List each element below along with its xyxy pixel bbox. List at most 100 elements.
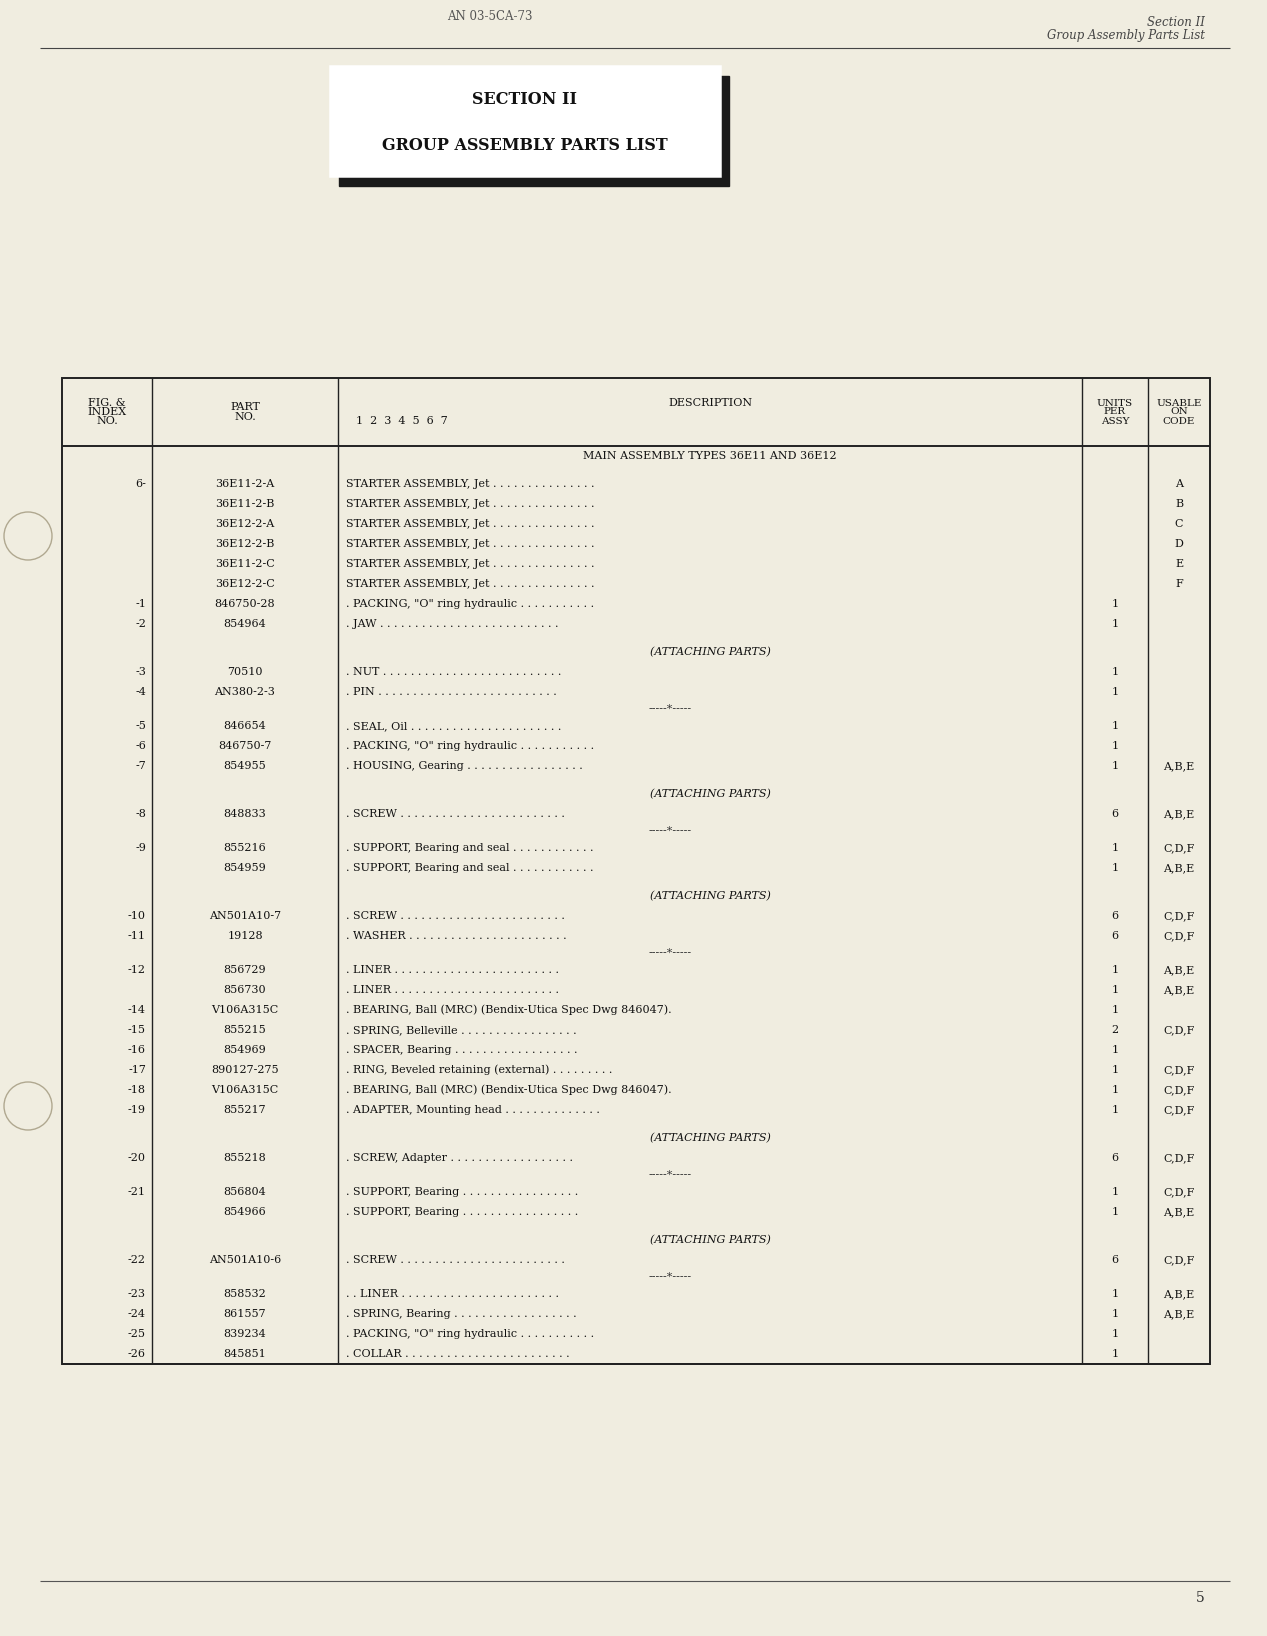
Text: C,D,F: C,D,F (1163, 931, 1195, 941)
Text: . LINER . . . . . . . . . . . . . . . . . . . . . . . .: . LINER . . . . . . . . . . . . . . . . … (346, 965, 559, 975)
Text: 854969: 854969 (223, 1045, 266, 1055)
Text: 6: 6 (1111, 808, 1119, 820)
Text: 858532: 858532 (223, 1289, 266, 1299)
Text: V106A315C: V106A315C (212, 1085, 279, 1094)
Text: . SEAL, Oil . . . . . . . . . . . . . . . . . . . . . .: . SEAL, Oil . . . . . . . . . . . . . . … (346, 721, 561, 731)
Text: 856729: 856729 (224, 965, 266, 975)
Text: . PACKING, "O" ring hydraulic . . . . . . . . . . .: . PACKING, "O" ring hydraulic . . . . . … (346, 1328, 594, 1338)
Text: A,B,E: A,B,E (1163, 1289, 1195, 1299)
Text: . NUT . . . . . . . . . . . . . . . . . . . . . . . . . .: . NUT . . . . . . . . . . . . . . . . . … (346, 667, 561, 677)
Bar (340, 75, 729, 187)
Text: A,B,E: A,B,E (1163, 808, 1195, 820)
Text: 861557: 861557 (224, 1309, 266, 1319)
Text: -26: -26 (128, 1350, 146, 1360)
Text: . BEARING, Ball (MRC) (Bendix-Utica Spec Dwg 846047).: . BEARING, Ball (MRC) (Bendix-Utica Spec… (346, 1085, 672, 1094)
Text: PART: PART (231, 402, 260, 412)
Text: 1: 1 (1111, 687, 1119, 697)
Text: F: F (1175, 579, 1183, 589)
Text: . SUPPORT, Bearing . . . . . . . . . . . . . . . . .: . SUPPORT, Bearing . . . . . . . . . . .… (346, 1207, 578, 1217)
Circle shape (4, 512, 52, 560)
Text: -24: -24 (128, 1309, 146, 1319)
Text: 1: 1 (1111, 741, 1119, 751)
Text: C,D,F: C,D,F (1163, 911, 1195, 921)
Text: -20: -20 (128, 1153, 146, 1163)
Text: 855215: 855215 (223, 1026, 266, 1036)
Text: -7: -7 (136, 761, 146, 771)
Text: -23: -23 (128, 1289, 146, 1299)
Text: 839234: 839234 (223, 1328, 266, 1338)
Text: ON: ON (1171, 407, 1188, 417)
Text: 1: 1 (1111, 721, 1119, 731)
Text: A,B,E: A,B,E (1163, 1309, 1195, 1319)
Text: 1: 1 (1111, 1188, 1119, 1198)
Text: NO.: NO. (96, 416, 118, 425)
Text: . SUPPORT, Bearing and seal . . . . . . . . . . . .: . SUPPORT, Bearing and seal . . . . . . … (346, 864, 593, 874)
Text: -11: -11 (128, 931, 146, 941)
Text: . PACKING, "O" ring hydraulic . . . . . . . . . . .: . PACKING, "O" ring hydraulic . . . . . … (346, 599, 594, 609)
Text: (ATTACHING PARTS): (ATTACHING PARTS) (650, 1132, 770, 1144)
Text: -18: -18 (128, 1085, 146, 1094)
Text: V106A315C: V106A315C (212, 1005, 279, 1014)
Text: STARTER ASSEMBLY, Jet . . . . . . . . . . . . . . .: STARTER ASSEMBLY, Jet . . . . . . . . . … (346, 519, 594, 528)
Text: USABLE: USABLE (1157, 399, 1201, 407)
Text: . SUPPORT, Bearing . . . . . . . . . . . . . . . . .: . SUPPORT, Bearing . . . . . . . . . . .… (346, 1188, 578, 1198)
Text: Section II: Section II (1147, 16, 1205, 29)
Text: 1: 1 (1111, 1350, 1119, 1360)
Text: 6-: 6- (136, 479, 146, 489)
Text: A,B,E: A,B,E (1163, 761, 1195, 771)
Text: -16: -16 (128, 1045, 146, 1055)
Text: . SCREW, Adapter . . . . . . . . . . . . . . . . . .: . SCREW, Adapter . . . . . . . . . . . .… (346, 1153, 573, 1163)
Text: C,D,F: C,D,F (1163, 1085, 1195, 1094)
Text: (ATTACHING PARTS): (ATTACHING PARTS) (650, 1235, 770, 1245)
Text: 6: 6 (1111, 1153, 1119, 1163)
Text: -25: -25 (128, 1328, 146, 1338)
Text: A,B,E: A,B,E (1163, 864, 1195, 874)
Text: -17: -17 (128, 1065, 146, 1075)
Text: A: A (1175, 479, 1183, 489)
Text: -19: -19 (128, 1104, 146, 1116)
Text: A,B,E: A,B,E (1163, 1207, 1195, 1217)
Text: D: D (1175, 538, 1183, 550)
Text: 846654: 846654 (223, 721, 266, 731)
Text: STARTER ASSEMBLY, Jet . . . . . . . . . . . . . . .: STARTER ASSEMBLY, Jet . . . . . . . . . … (346, 579, 594, 589)
Text: 2: 2 (1111, 1026, 1119, 1036)
Text: -12: -12 (128, 965, 146, 975)
Text: UNITS: UNITS (1097, 399, 1133, 407)
Text: Group Assembly Parts List: Group Assembly Parts List (1047, 29, 1205, 43)
Text: 890127-275: 890127-275 (212, 1065, 279, 1075)
Text: STARTER ASSEMBLY, Jet . . . . . . . . . . . . . . .: STARTER ASSEMBLY, Jet . . . . . . . . . … (346, 538, 594, 550)
Text: FIG. &: FIG. & (89, 398, 125, 407)
Text: 36E12-2-A: 36E12-2-A (215, 519, 275, 528)
Text: . SCREW . . . . . . . . . . . . . . . . . . . . . . . .: . SCREW . . . . . . . . . . . . . . . . … (346, 808, 565, 820)
Text: . ADAPTER, Mounting head . . . . . . . . . . . . . .: . ADAPTER, Mounting head . . . . . . . .… (346, 1104, 599, 1116)
Text: -----*-----: -----*----- (649, 1170, 692, 1180)
Text: -9: -9 (136, 843, 146, 852)
Text: 6: 6 (1111, 911, 1119, 921)
Text: 1: 1 (1111, 1065, 1119, 1075)
Text: . SPACER, Bearing . . . . . . . . . . . . . . . . . .: . SPACER, Bearing . . . . . . . . . . . … (346, 1045, 578, 1055)
Text: -5: -5 (136, 721, 146, 731)
Text: 1: 1 (1111, 864, 1119, 874)
Text: -22: -22 (128, 1255, 146, 1265)
Text: 1: 1 (1111, 965, 1119, 975)
Text: 6: 6 (1111, 1255, 1119, 1265)
Text: 854959: 854959 (223, 864, 266, 874)
Text: . LINER . . . . . . . . . . . . . . . . . . . . . . . .: . LINER . . . . . . . . . . . . . . . . … (346, 985, 559, 995)
Text: C,D,F: C,D,F (1163, 1026, 1195, 1036)
Text: C,D,F: C,D,F (1163, 843, 1195, 852)
Text: A,B,E: A,B,E (1163, 985, 1195, 995)
Text: . RING, Beveled retaining (external) . . . . . . . . .: . RING, Beveled retaining (external) . .… (346, 1065, 612, 1075)
Text: 854955: 854955 (223, 761, 266, 771)
Text: AN380-2-3: AN380-2-3 (214, 687, 275, 697)
Text: C,D,F: C,D,F (1163, 1104, 1195, 1116)
Text: . COLLAR . . . . . . . . . . . . . . . . . . . . . . . .: . COLLAR . . . . . . . . . . . . . . . .… (346, 1350, 570, 1360)
Text: 70510: 70510 (227, 667, 262, 677)
Text: 855218: 855218 (223, 1153, 266, 1163)
Text: GROUP ASSEMBLY PARTS LIST: GROUP ASSEMBLY PARTS LIST (383, 137, 668, 154)
Text: 36E12-2-B: 36E12-2-B (215, 538, 275, 550)
Text: . HOUSING, Gearing . . . . . . . . . . . . . . . . .: . HOUSING, Gearing . . . . . . . . . . .… (346, 761, 583, 771)
Circle shape (4, 1081, 52, 1130)
Text: 855217: 855217 (224, 1104, 266, 1116)
Text: 1: 1 (1111, 1045, 1119, 1055)
Text: . SUPPORT, Bearing and seal . . . . . . . . . . . .: . SUPPORT, Bearing and seal . . . . . . … (346, 843, 593, 852)
